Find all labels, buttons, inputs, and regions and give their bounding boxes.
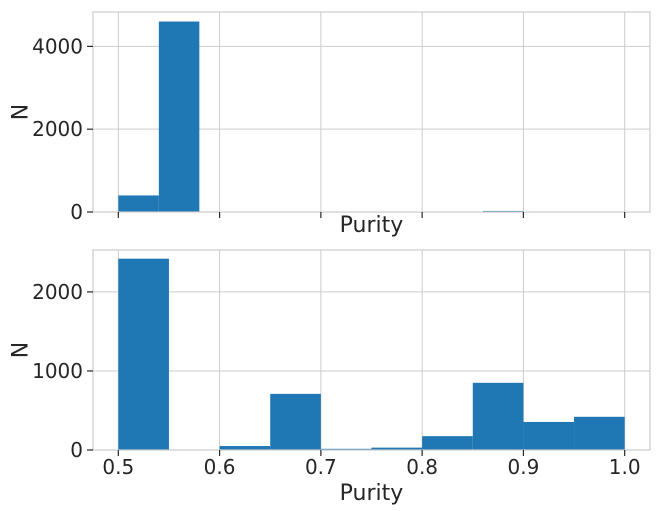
histogram-bar	[270, 393, 321, 450]
histogram-bar	[118, 195, 159, 212]
histogram-bar	[472, 382, 524, 450]
x-tick-label: 0.7	[305, 455, 337, 479]
y-tick-label: 4000	[32, 34, 83, 58]
x-axis-label: Purity	[340, 481, 404, 506]
y-tick-label: 2000	[32, 117, 83, 141]
histogram-bar	[219, 446, 271, 450]
plot-frame	[92, 11, 651, 213]
plot-area	[93, 250, 650, 450]
histogram-bar	[523, 421, 575, 450]
y-tick-label: 2000	[32, 280, 83, 304]
histogram-bar	[158, 21, 200, 213]
x-tick-label: 0.9	[508, 455, 540, 479]
x-axis-label: Purity	[340, 213, 404, 238]
x-tick-label: 0.6	[204, 455, 236, 479]
y-axis-label: N	[9, 104, 34, 120]
histogram-bar	[574, 416, 625, 450]
x-tick-label: 0.5	[102, 455, 134, 479]
y-axis-label: N	[9, 342, 34, 358]
histogram-bar	[371, 447, 423, 450]
histogram-panel-2: 0.5 0.6 0.7 0.8 0.9 1.0 0 1000 2000 Purity N	[9, 249, 651, 506]
x-tick-label: 0.8	[406, 455, 438, 479]
histogram-bar	[118, 258, 169, 450]
x-tick-label: 1.0	[609, 455, 641, 479]
histogram-panel-1: 0 2000 4000 Purity N	[9, 11, 651, 238]
y-tick-label: 0	[70, 438, 83, 462]
plot-frame	[92, 249, 651, 451]
y-tick-label: 0	[70, 200, 83, 224]
histogram-bar	[422, 436, 473, 450]
y-tick-label: 1000	[32, 359, 83, 383]
